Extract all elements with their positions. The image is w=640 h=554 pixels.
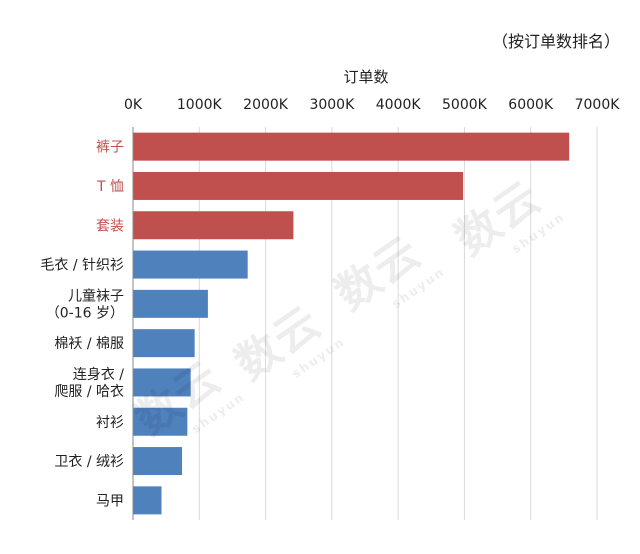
category-label: 马甲 xyxy=(96,493,124,509)
bars xyxy=(133,132,570,515)
x-tick-label: 1000K xyxy=(177,97,223,113)
x-tick-label: 0K xyxy=(124,97,143,113)
category-label: 儿童袜子（0-16 岁） xyxy=(46,287,124,321)
category-label: T 恤 xyxy=(96,179,124,195)
bar xyxy=(133,132,570,161)
grid-lines xyxy=(198,127,598,520)
x-tick-label: 2000K xyxy=(243,97,289,113)
bar xyxy=(133,329,195,358)
bar xyxy=(133,368,191,397)
category-label: 卫衣 / 绒衫 xyxy=(54,454,124,470)
x-tick-label: 7000K xyxy=(575,97,621,113)
bar xyxy=(133,289,208,318)
bar xyxy=(133,407,188,436)
ranking-note: （按订单数排名） xyxy=(491,32,620,51)
bar xyxy=(133,447,183,476)
x-axis-label: 订单数 xyxy=(343,68,388,86)
x-tick-label: 3000K xyxy=(309,97,355,113)
bar xyxy=(133,171,464,200)
bar xyxy=(133,211,294,240)
bar xyxy=(133,486,162,515)
category-label: 棉袄 / 棉服 xyxy=(54,335,124,352)
category-label: 衬衫 xyxy=(96,415,124,431)
category-label: 套装 xyxy=(96,218,124,234)
category-label: 裤子 xyxy=(96,140,124,156)
x-tick-labels: 0K 1000K 2000K 3000K 4000K 5000K 6000K 7000K xyxy=(124,97,620,113)
x-tick-label: 4000K xyxy=(376,97,422,113)
x-tick-label: 5000K xyxy=(442,97,488,113)
category-label: 毛衣 / 针织衫 xyxy=(40,258,124,274)
category-label: 连身衣 /爬服 / 哈衣 xyxy=(54,367,124,400)
x-tick-label: 6000K xyxy=(508,97,554,113)
bar xyxy=(133,250,248,279)
